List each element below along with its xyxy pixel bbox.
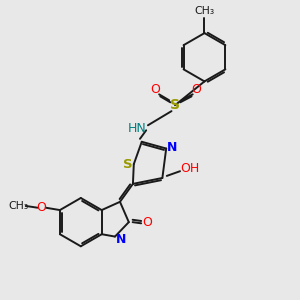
Text: O: O bbox=[151, 82, 160, 95]
Text: O: O bbox=[191, 82, 201, 95]
Text: O: O bbox=[36, 201, 46, 214]
Text: N: N bbox=[116, 233, 127, 246]
Text: CH₃: CH₃ bbox=[194, 6, 214, 16]
Text: S: S bbox=[123, 158, 133, 171]
Text: O: O bbox=[143, 216, 153, 229]
Text: OH: OH bbox=[180, 162, 199, 175]
Text: S: S bbox=[170, 98, 180, 112]
Text: N: N bbox=[167, 141, 177, 154]
Text: CH₃: CH₃ bbox=[8, 201, 28, 211]
Text: HN: HN bbox=[128, 122, 147, 135]
